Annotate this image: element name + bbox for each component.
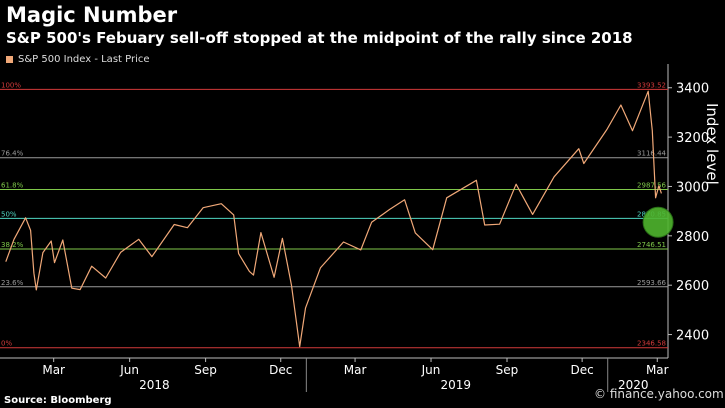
fib-value-label: 2346.58	[637, 340, 666, 348]
y-axis-title: Index level	[703, 103, 721, 185]
chart-title: Magic Number	[6, 3, 178, 27]
y-tick-label: 2600	[676, 279, 709, 294]
fib-value-label: 2746.51	[637, 241, 666, 249]
legend-swatch	[6, 56, 13, 63]
year-label: 2018	[139, 378, 170, 392]
highlight-marker	[642, 206, 674, 238]
x-tick-label: Jun	[119, 363, 139, 377]
x-tick-label: Sep	[496, 363, 519, 377]
y-tick-label: 2800	[676, 230, 709, 245]
year-label: 2020	[618, 378, 649, 392]
x-tick-label: Mar	[42, 363, 65, 377]
chart-subtitle: S&P 500's Febuary sell-off stopped at th…	[6, 29, 633, 47]
x-tick-label: Mar	[646, 363, 669, 377]
fib-pct-label: 100%	[1, 81, 21, 89]
y-tick-label: 3400	[676, 82, 709, 97]
fib-pct-label: 50%	[1, 210, 17, 218]
x-tick-label: Jun	[421, 363, 441, 377]
watermark: © finance.yahoo.com	[594, 387, 724, 401]
fib-value-label: 3116.44	[637, 150, 666, 158]
y-tick-label: 3200	[676, 131, 709, 146]
fib-value-label: 3393.52	[637, 81, 666, 89]
x-tick-label: Dec	[571, 363, 594, 377]
source-note: Source: Bloomberg	[4, 395, 112, 406]
fib-pct-label: 61.8%	[1, 182, 24, 190]
y-tick-label: 2400	[676, 329, 709, 344]
fib-pct-label: 0%	[1, 340, 12, 348]
x-tick-label: Mar	[344, 363, 367, 377]
fib-value-label: 2593.66	[637, 279, 666, 287]
x-tick-label: Sep	[194, 363, 217, 377]
price-series-line	[5, 90, 662, 348]
y-tick-label: 3000	[676, 180, 709, 195]
fib-pct-label: 23.6%	[1, 279, 24, 287]
x-tick-label: Dec	[269, 363, 292, 377]
year-label: 2019	[441, 378, 472, 392]
legend: S&P 500 Index - Last Price	[6, 54, 150, 65]
legend-label: S&P 500 Index - Last Price	[18, 54, 150, 65]
fib-pct-label: 76.4%	[1, 150, 24, 158]
fib-value-label: 2987.56	[637, 182, 666, 190]
